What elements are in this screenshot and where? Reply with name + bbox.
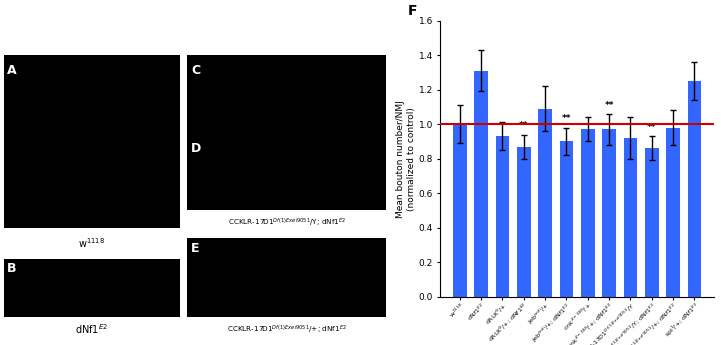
Text: A: A bbox=[7, 64, 17, 77]
Bar bbox=[495, 136, 510, 297]
Text: B: B bbox=[7, 262, 17, 275]
Text: CCKLR-17D1$^{Df(1)Exel9051}$/+; dNf1$^{E2}$: CCKLR-17D1$^{Df(1)Exel9051}$/+; dNf1$^{E… bbox=[226, 323, 347, 336]
Bar bbox=[688, 81, 702, 297]
Text: cnk$^{X-385}$/+; dNf1$^{E2}$: cnk$^{X-385}$/+; dNf1$^{E2}$ bbox=[246, 237, 327, 250]
Bar bbox=[474, 71, 488, 297]
Bar bbox=[453, 124, 466, 297]
Bar bbox=[624, 138, 637, 297]
Bar bbox=[538, 109, 552, 297]
Bar bbox=[645, 148, 659, 297]
Bar bbox=[581, 129, 595, 297]
Y-axis label: Mean bouton number/NMJ
(normalized to control): Mean bouton number/NMJ (normalized to co… bbox=[397, 100, 416, 218]
Text: **: ** bbox=[647, 123, 657, 132]
Text: w$^{1118}$: w$^{1118}$ bbox=[78, 236, 105, 250]
Text: **: ** bbox=[562, 114, 571, 124]
Text: F: F bbox=[407, 4, 417, 18]
Text: C: C bbox=[191, 64, 200, 77]
Text: dNf1$^{E2}$: dNf1$^{E2}$ bbox=[75, 323, 108, 336]
Text: **: ** bbox=[604, 100, 614, 110]
Text: D: D bbox=[191, 141, 201, 155]
Bar bbox=[559, 141, 573, 297]
Text: E: E bbox=[191, 242, 200, 255]
Bar bbox=[602, 129, 616, 297]
Text: **: ** bbox=[519, 121, 528, 130]
Bar bbox=[517, 147, 531, 297]
Bar bbox=[666, 128, 680, 297]
Text: CCKLR-17D1$^{Df(1)Exel9051}$/Y; dNf1$^{E2}$: CCKLR-17D1$^{Df(1)Exel9051}$/Y; dNf1$^{E… bbox=[228, 216, 346, 229]
